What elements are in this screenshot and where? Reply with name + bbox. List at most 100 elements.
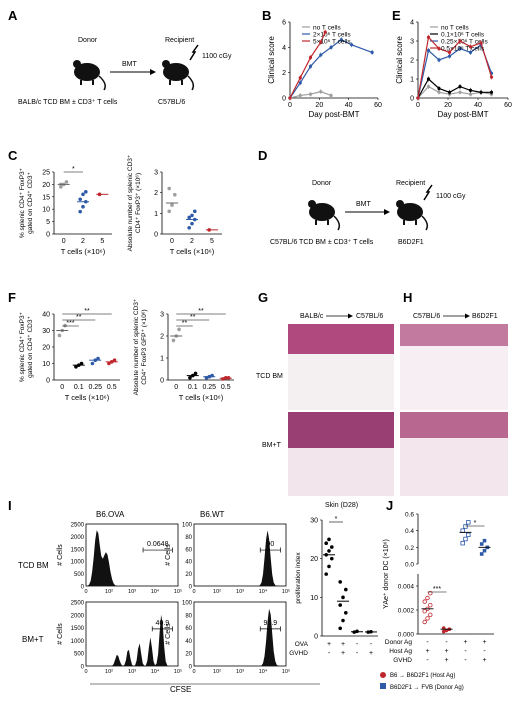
legend-label: no T cells [441,25,469,32]
data-point [466,520,471,525]
data-point [466,532,471,538]
data-point [298,76,302,80]
histogram-distribution [194,530,286,586]
data-point [458,90,462,94]
data-point [330,556,334,561]
y-axis-label: # Cells [165,623,172,645]
data-point [447,90,452,94]
x-tick-label: 0 [416,102,420,109]
x-tick-label: 10² [213,669,221,675]
significance-mark: ** [198,308,204,315]
series-line [417,78,492,99]
data-point [437,90,441,94]
y-axis-label: CD4⁺ FoxP3 GFP⁺ (×10⁶) [141,309,148,384]
y-tick-label: 0 [410,96,414,103]
data-point [422,619,427,625]
data-point [482,538,487,543]
y-tick-label: 30 [42,328,50,335]
x-tick-label: 60 [504,102,512,109]
row-value: - [464,648,467,655]
legend-marker-host [380,672,386,678]
y-tick-label: 500 [74,652,85,658]
series-line [417,35,493,99]
x-axis-label: T cells (×10⁶) [61,247,106,256]
data-point [350,43,354,47]
x-tick-label: 10⁴ [259,668,268,675]
line-chart-b: 0 20 40 60 0 2 4 6 Day post-BMT Clinical score no … [267,20,382,120]
data-point [437,86,441,91]
h-from: C57BL/6 [413,313,440,320]
y-tick-label: 60 [185,547,192,553]
x-tick-label: 0 [60,384,64,391]
y-tick-label: 0.0 [405,562,414,569]
gate-percentage: 90 [266,541,274,548]
y-tick-label: 3 [410,39,414,46]
row-label: Host Ag [389,648,412,655]
data-point [341,618,345,623]
histogram-distribution [86,614,178,666]
x-tick-label: 0 [84,589,87,595]
row-value: - [426,657,429,664]
y-tick-label: 0 [46,378,50,385]
x-tick-label: 10⁵ [282,588,290,595]
data-point [173,192,177,197]
data-point [78,197,82,202]
i-col2: B6.WT [200,510,225,519]
row-label: Donor Ag [385,639,412,646]
data-point [193,371,198,376]
i-xlabel: CFSE [170,685,191,694]
legend-label: 0.25×10⁶ T cells [441,39,488,46]
data-point [107,361,111,366]
y-tick-label: 100 [182,601,193,607]
y-axis-label: # Cells [57,623,64,645]
legend-host: B6 → B6D2F1 (Host Ag) [390,673,455,679]
dot-plot-i-right: 0 10 20 30 proliferation index * OVA + + - - GVHD - +… [289,516,378,657]
row-value: + [341,641,345,648]
panel-letter-d: D [258,148,267,163]
panel-a: A Donor Recipient BMT 1100 cGy BALB/c TC… [8,8,232,106]
data-point [78,209,82,214]
y-tick-label: 2 [154,190,158,197]
data-point [329,93,333,98]
row-value: - [370,641,373,648]
y-tick-label: 100 [182,523,193,529]
x-tick-label: 0 [62,238,66,245]
data-point [81,204,85,209]
flow-histogram: 2500 2000 1500 1000 500 00 10² 10³ 10⁴ 10⁵ # Cells… [57,601,182,676]
x-tick-label: 10² [105,589,113,595]
data-point [167,209,171,214]
x-tick-label: 20 [444,102,452,109]
data-point [468,92,473,96]
x-tick-label: 60 [374,102,382,109]
significance-mark: ** [76,314,82,321]
data-point [188,376,192,380]
data-point [479,542,484,546]
data-point [370,50,374,55]
y-tick-label: 30 [310,518,318,525]
x-tick-label: 10⁴ [151,588,160,595]
y-tick-label: 0 [154,232,158,239]
y-tick-label: 1 [154,211,158,218]
bmt-label-a: BMT [122,61,138,68]
data-point [341,595,345,600]
row-value: + [341,650,345,657]
recipient-label-d: Recipient [396,180,425,187]
data-point [330,545,334,549]
panel-g: G BALB/c C57BL/6 TCD BM BM+T Skin (D28) [256,290,394,509]
h-to: B6D2F1 [472,313,498,320]
y-axis-label: # Cells [57,544,64,566]
y-axis-label: % splenic CD4⁺ FoxP3⁺ [19,311,26,382]
row-value: + [444,648,448,655]
data-point [479,41,483,45]
series-line [417,85,492,99]
y-axis-label: # Cells [165,544,172,566]
data-point [447,54,452,58]
x-tick-label: 10³ [236,669,244,675]
i-row2: BM+T [22,635,44,644]
dot-plot-j: 0.0 0.2 0.4 0.6 0.000 0.002 0.004 YAe⁺ donor DC… [383,512,494,664]
donor-label-a: Donor [78,37,98,44]
legend-label: 0.5×10⁶ T cells [441,46,485,53]
y-tick-label: 3 [154,170,158,177]
data-point [479,552,484,556]
x-tick-label: 40 [474,102,482,109]
